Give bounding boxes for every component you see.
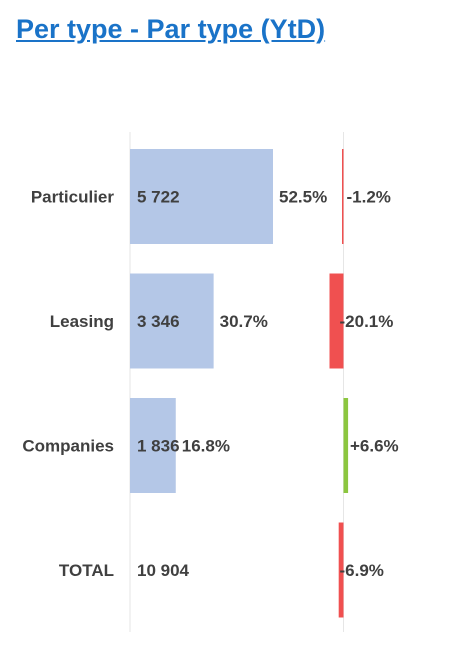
category-label: Particulier: [31, 187, 115, 206]
change-bar: [342, 149, 344, 244]
category-label: TOTAL: [59, 561, 114, 580]
share-label: 52.5%: [279, 187, 327, 206]
change-label: +6.6%: [350, 436, 399, 455]
share-bar: [130, 149, 273, 244]
value-label: 3 346: [137, 312, 180, 331]
share-bar: [130, 273, 214, 369]
change-label: -20.1%: [340, 312, 394, 331]
change-bar: [329, 273, 344, 369]
page-title: Per type - Par type (YtD): [16, 14, 326, 44]
category-label: Companies: [22, 436, 114, 455]
change-bar: [338, 522, 344, 618]
share-bar: [130, 398, 176, 493]
share-label: 30.7%: [220, 312, 268, 331]
value-label: 10 904: [137, 561, 190, 580]
change-label: -6.9%: [340, 561, 384, 580]
change-label: -1.2%: [347, 187, 391, 206]
value-label: 5 722: [137, 187, 180, 206]
value-label: 1 836: [137, 436, 180, 455]
category-label: Leasing: [50, 312, 114, 331]
share-label: 16.8%: [182, 436, 230, 455]
change-bar: [343, 398, 349, 493]
